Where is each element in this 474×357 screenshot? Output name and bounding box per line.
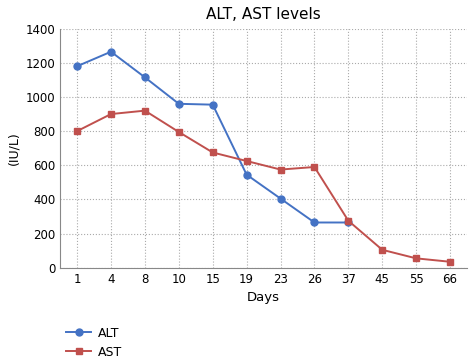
AST: [379, 248, 385, 252]
AST: [346, 218, 351, 223]
ALT: [176, 102, 182, 106]
AST: [413, 256, 419, 261]
ALT: [210, 102, 216, 107]
Y-axis label: (IU/L): (IU/L): [7, 131, 20, 165]
ALT: [142, 75, 148, 80]
AST: [210, 150, 216, 155]
Line: ALT: ALT: [73, 48, 352, 226]
AST: [74, 129, 80, 133]
AST: [311, 165, 317, 169]
AST: [278, 167, 283, 172]
X-axis label: Days: Days: [247, 291, 280, 304]
ALT: [244, 172, 249, 177]
Line: AST: AST: [73, 107, 454, 265]
Legend: ALT, AST: ALT, AST: [66, 327, 122, 357]
AST: [447, 260, 453, 264]
ALT: [278, 196, 283, 201]
AST: [176, 130, 182, 134]
Title: ALT, AST levels: ALT, AST levels: [206, 7, 321, 22]
AST: [142, 109, 148, 113]
AST: [244, 159, 249, 163]
AST: [108, 112, 114, 116]
ALT: [311, 220, 317, 225]
ALT: [346, 220, 351, 225]
ALT: [108, 50, 114, 54]
ALT: [74, 64, 80, 69]
